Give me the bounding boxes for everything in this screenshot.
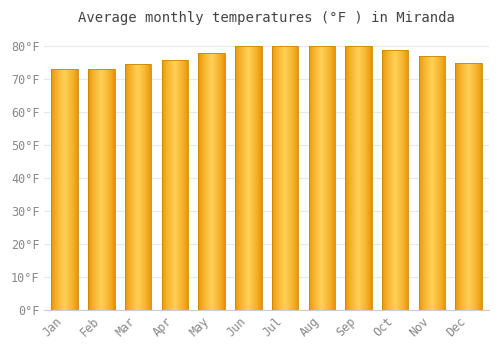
Bar	[418, 56, 445, 310]
Bar	[125, 64, 152, 310]
Bar	[235, 47, 262, 310]
Bar	[272, 47, 298, 310]
Bar	[456, 63, 482, 310]
Bar	[88, 69, 115, 310]
Bar	[162, 60, 188, 310]
Title: Average monthly temperatures (°F ) in Miranda: Average monthly temperatures (°F ) in Mi…	[78, 11, 455, 25]
Bar	[346, 47, 372, 310]
Bar	[308, 47, 335, 310]
Bar	[52, 69, 78, 310]
Bar	[198, 53, 225, 310]
Bar	[382, 50, 408, 310]
